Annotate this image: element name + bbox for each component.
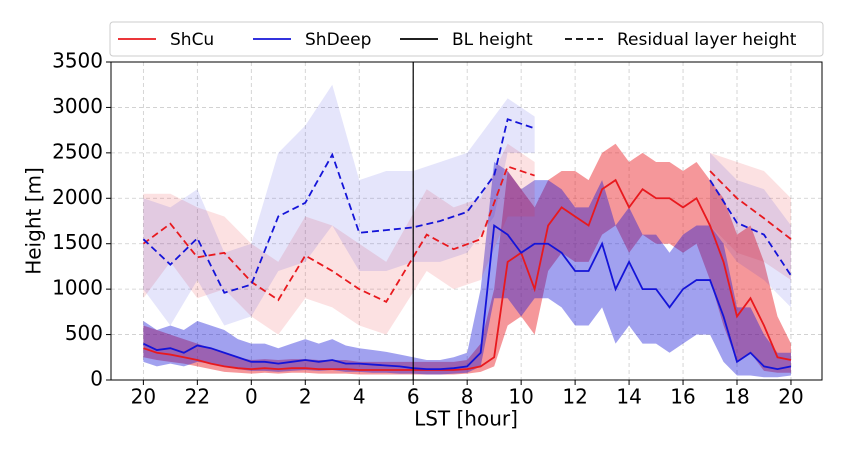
- x-tick-label: 14: [616, 385, 641, 409]
- error-band: [143, 161, 791, 378]
- line: [142, 165, 535, 304]
- x-tick-label: 4: [353, 385, 366, 409]
- x-tick-label: 16: [670, 385, 695, 409]
- y-tick-label: 1000: [52, 276, 103, 300]
- line: [709, 179, 792, 277]
- x-tick-label: 2: [299, 385, 312, 409]
- x-tick-label: 10: [508, 385, 533, 409]
- x-tick-label: 0: [245, 385, 258, 409]
- error-band: [710, 152, 791, 281]
- x-tick-label: 20: [131, 385, 156, 409]
- legend-label: ShCu: [170, 30, 214, 50]
- y-axis-label: Height [m]: [22, 167, 46, 275]
- error-band: [143, 143, 535, 335]
- line: [142, 118, 535, 294]
- line: [142, 223, 792, 371]
- legend-label: BL height: [452, 30, 533, 50]
- x-tick-label: 8: [461, 385, 474, 409]
- x-tick-label: 12: [562, 385, 587, 409]
- y-tick-label: 2500: [52, 139, 103, 163]
- x-tick-label: 6: [407, 385, 420, 409]
- y-tick-label: 500: [65, 321, 103, 345]
- line: [709, 170, 792, 240]
- error-band: [143, 84, 535, 326]
- legend-label: Residual layer height: [617, 30, 797, 50]
- y-tick-label: 2000: [52, 185, 103, 209]
- y-tick-label: 0: [90, 367, 103, 391]
- x-tick-label: 20: [778, 385, 803, 409]
- x-tick-label: 22: [185, 385, 210, 409]
- legend-label: ShDeep: [305, 30, 371, 50]
- x-tick-label: 18: [724, 385, 749, 409]
- error-band: [143, 143, 791, 375]
- y-tick-label: 3500: [52, 49, 103, 73]
- y-tick-label: 3000: [52, 94, 103, 118]
- line: [143, 178, 792, 371]
- legend-box: [109, 21, 824, 57]
- x-axis-label: LST [hour]: [414, 407, 518, 431]
- y-tick-label: 1500: [52, 230, 103, 254]
- plot-frame: [110, 61, 823, 381]
